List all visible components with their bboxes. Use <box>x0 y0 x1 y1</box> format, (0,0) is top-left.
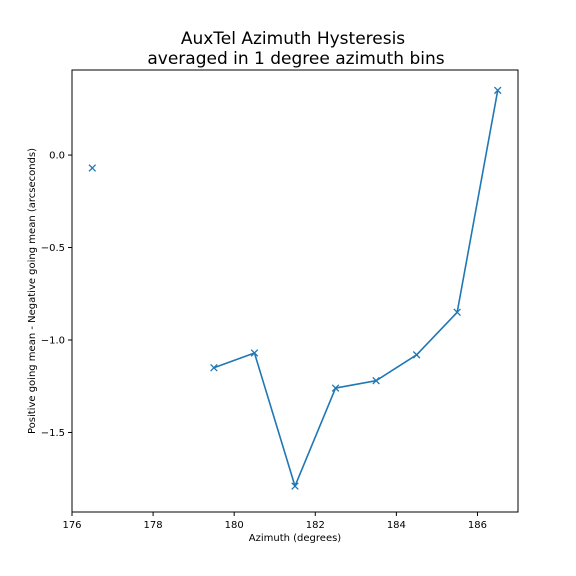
x-axis-ticks: 176 178 180 182 184 186 <box>62 512 487 531</box>
x-axis-label: Azimuth (degrees) <box>249 533 342 544</box>
data-point <box>372 376 380 385</box>
y-tick-label: −1.0 <box>41 336 65 347</box>
chart-subtitle: averaged in 1 degree azimuth bins <box>147 49 444 69</box>
x-tick-label: 176 <box>62 520 81 531</box>
data-point <box>210 363 218 372</box>
plot-content <box>88 86 502 490</box>
data-point <box>291 482 299 490</box>
data-point <box>88 164 97 172</box>
x-tick-label: 186 <box>468 520 487 531</box>
y-tick-label: −1.5 <box>41 428 65 439</box>
y-axis-label: Positive going mean - Negative going mea… <box>27 148 38 434</box>
x-tick-label: 182 <box>306 520 325 531</box>
y-axis-ticks: −1.5 −1.0 −0.5 0.0 <box>41 151 72 439</box>
data-point <box>331 384 340 392</box>
data-point <box>250 349 259 357</box>
data-point <box>453 308 461 317</box>
plot-frame <box>71 69 519 513</box>
series-line <box>213 90 499 487</box>
chart-title: AuxTel Azimuth Hysteresis <box>181 29 405 49</box>
x-tick-label: 178 <box>144 520 163 531</box>
data-point <box>412 351 421 359</box>
y-tick-label: 0.0 <box>49 151 65 162</box>
x-tick-label: 180 <box>225 520 244 531</box>
x-tick-label: 184 <box>387 520 406 531</box>
data-point <box>493 86 502 95</box>
y-tick-label: −0.5 <box>41 243 65 254</box>
